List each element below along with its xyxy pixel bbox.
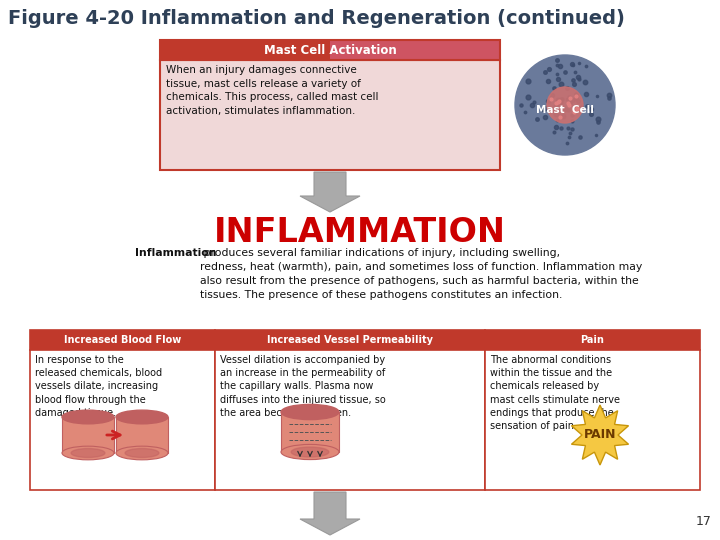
FancyBboxPatch shape bbox=[215, 350, 485, 490]
Polygon shape bbox=[300, 172, 360, 212]
FancyBboxPatch shape bbox=[116, 417, 168, 453]
FancyBboxPatch shape bbox=[160, 40, 500, 60]
Text: The abnormal conditions
within the tissue and the
chemicals released by
mast cel: The abnormal conditions within the tissu… bbox=[490, 355, 620, 431]
FancyBboxPatch shape bbox=[215, 330, 485, 350]
FancyBboxPatch shape bbox=[30, 350, 215, 490]
Text: In response to the
released chemicals, blood
vessels dilate, increasing
blood fl: In response to the released chemicals, b… bbox=[35, 355, 162, 418]
Ellipse shape bbox=[116, 410, 168, 424]
Text: When an injury damages connective
tissue, mast cells release a variety of
chemic: When an injury damages connective tissue… bbox=[166, 65, 379, 116]
Text: Inflammation: Inflammation bbox=[135, 248, 217, 258]
Ellipse shape bbox=[116, 446, 168, 460]
Text: PAIN: PAIN bbox=[584, 429, 616, 442]
Text: Figure 4-20 Inflammation and Regeneration (continued): Figure 4-20 Inflammation and Regeneratio… bbox=[8, 9, 625, 28]
Ellipse shape bbox=[125, 449, 159, 457]
FancyBboxPatch shape bbox=[485, 330, 700, 350]
Circle shape bbox=[547, 87, 583, 123]
FancyBboxPatch shape bbox=[30, 330, 215, 350]
Ellipse shape bbox=[291, 447, 329, 457]
FancyBboxPatch shape bbox=[160, 60, 500, 170]
Ellipse shape bbox=[62, 446, 114, 460]
Text: Increased Blood Flow: Increased Blood Flow bbox=[64, 335, 181, 345]
Polygon shape bbox=[572, 405, 629, 465]
Ellipse shape bbox=[71, 449, 105, 457]
Text: INFLAMMATION: INFLAMMATION bbox=[214, 215, 506, 248]
Text: produces several familiar indications of injury, including swelling,
redness, he: produces several familiar indications of… bbox=[200, 248, 642, 300]
Text: 17: 17 bbox=[696, 515, 712, 528]
Text: Mast Cell Activation: Mast Cell Activation bbox=[264, 44, 397, 57]
Text: Pain: Pain bbox=[580, 335, 604, 345]
Polygon shape bbox=[300, 492, 360, 535]
FancyBboxPatch shape bbox=[485, 350, 700, 490]
Ellipse shape bbox=[281, 404, 339, 420]
FancyBboxPatch shape bbox=[330, 40, 500, 60]
FancyBboxPatch shape bbox=[281, 412, 339, 452]
Text: Increased Vessel Permeability: Increased Vessel Permeability bbox=[267, 335, 433, 345]
Text: Mast  Cell: Mast Cell bbox=[536, 105, 594, 115]
FancyBboxPatch shape bbox=[62, 417, 114, 453]
Text: Vessel dilation is accompanied by
an increase in the permeability of
the capilla: Vessel dilation is accompanied by an inc… bbox=[220, 355, 386, 418]
Circle shape bbox=[515, 55, 615, 155]
Ellipse shape bbox=[62, 410, 114, 424]
Ellipse shape bbox=[281, 444, 339, 460]
